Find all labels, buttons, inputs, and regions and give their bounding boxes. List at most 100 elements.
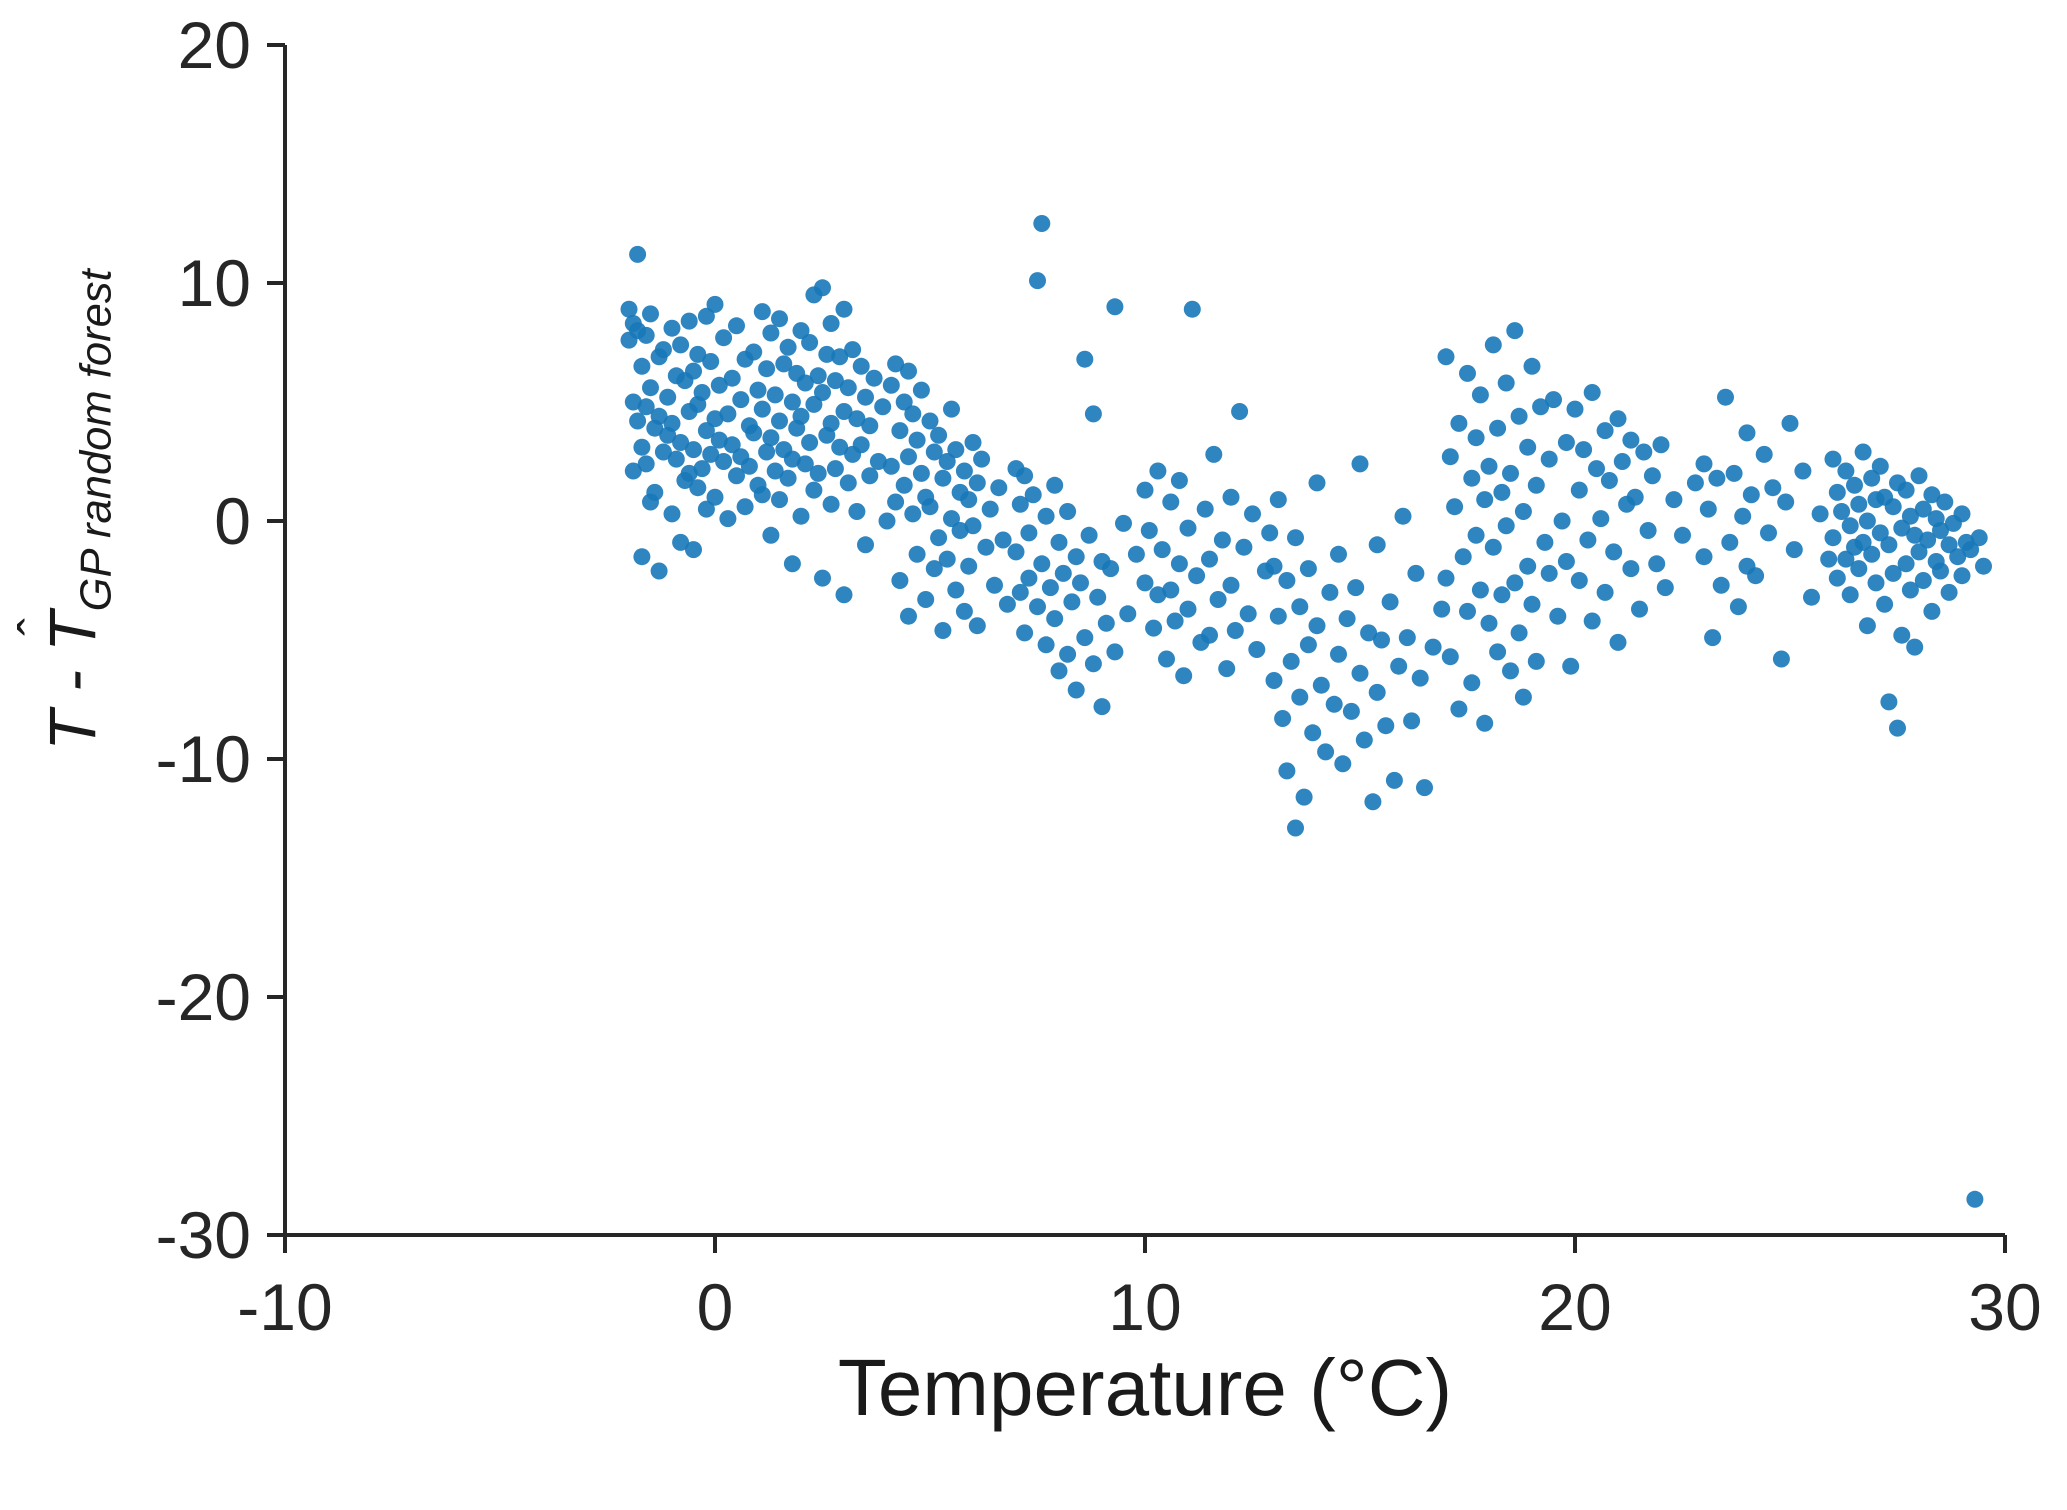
data-point xyxy=(706,488,724,506)
data-point xyxy=(964,517,982,535)
data-point xyxy=(934,622,952,639)
data-point xyxy=(1953,505,1971,523)
data-point xyxy=(1506,322,1524,340)
data-point xyxy=(680,312,698,330)
data-point xyxy=(685,541,702,559)
data-point xyxy=(1510,624,1528,642)
data-point xyxy=(646,483,664,501)
data-point xyxy=(1390,657,1408,675)
data-point xyxy=(1291,688,1309,706)
data-point xyxy=(637,326,655,344)
data-point xyxy=(1940,583,1958,601)
data-point xyxy=(1596,583,1614,601)
data-point xyxy=(663,505,681,523)
data-point xyxy=(1029,272,1046,290)
data-point xyxy=(1463,674,1481,692)
data-point xyxy=(796,455,814,473)
data-point xyxy=(1502,464,1519,482)
data-point xyxy=(1596,422,1614,440)
data-point xyxy=(693,460,711,478)
data-point xyxy=(887,493,905,511)
data-point xyxy=(1824,529,1842,547)
data-point xyxy=(1067,548,1085,566)
axes xyxy=(283,45,2005,1237)
data-point xyxy=(1721,533,1739,551)
data-point xyxy=(1437,348,1455,366)
data-point xyxy=(848,410,866,428)
data-point xyxy=(1459,364,1476,382)
data-point xyxy=(839,474,857,492)
data-point xyxy=(1162,493,1180,511)
data-point xyxy=(1519,438,1537,456)
data-point xyxy=(783,450,801,468)
data-point xyxy=(706,295,724,313)
data-point xyxy=(1527,652,1545,670)
data-point xyxy=(938,550,956,568)
data-point xyxy=(814,569,831,587)
data-point xyxy=(1480,614,1498,632)
data-point xyxy=(1527,476,1545,494)
data-point xyxy=(1312,676,1330,694)
data-point xyxy=(831,348,849,366)
data-point xyxy=(1291,598,1309,616)
data-point xyxy=(1639,522,1657,539)
data-point xyxy=(1949,548,1967,566)
data-point xyxy=(1648,555,1666,573)
data-point xyxy=(1084,655,1102,673)
data-point xyxy=(1510,407,1528,425)
data-point xyxy=(822,315,840,332)
data-point xyxy=(650,407,668,425)
x-tick-label: 20 xyxy=(1538,1270,1611,1344)
data-point xyxy=(1355,731,1373,749)
data-point xyxy=(891,422,909,440)
data-point xyxy=(1803,588,1820,606)
data-point xyxy=(1837,550,1855,568)
data-point xyxy=(1871,457,1889,475)
data-point xyxy=(1235,538,1253,556)
data-point xyxy=(1226,622,1244,639)
data-point xyxy=(1708,469,1726,487)
data-point xyxy=(1884,498,1902,516)
data-point xyxy=(1205,445,1223,463)
data-point xyxy=(908,431,926,449)
data-point xyxy=(685,441,702,459)
data-point xyxy=(1747,567,1765,585)
data-point xyxy=(1841,586,1859,604)
data-point xyxy=(710,376,728,394)
data-point xyxy=(831,438,849,456)
data-point xyxy=(1880,693,1898,711)
data-point xyxy=(1106,298,1124,316)
data-point xyxy=(1149,586,1167,604)
data-point xyxy=(1351,455,1369,473)
data-point xyxy=(1351,664,1369,682)
data-point xyxy=(1897,481,1915,499)
data-point xyxy=(753,400,771,418)
data-point xyxy=(839,379,857,397)
data-point xyxy=(1170,555,1188,573)
data-point xyxy=(1970,529,1988,547)
data-point xyxy=(900,607,917,625)
data-point xyxy=(874,398,892,416)
y-tick-label: 10 xyxy=(178,246,251,320)
data-point xyxy=(994,531,1012,549)
data-point xyxy=(1514,688,1532,706)
data-point xyxy=(1330,645,1347,663)
data-point xyxy=(908,545,926,563)
data-point xyxy=(1785,541,1803,559)
x-axis-label: Temperature (°C) xyxy=(837,1343,1453,1432)
data-point xyxy=(1011,583,1029,601)
data-point xyxy=(1588,460,1605,478)
data-point xyxy=(805,481,823,499)
data-point xyxy=(1566,400,1584,418)
data-point xyxy=(822,414,840,432)
data-point xyxy=(1149,462,1167,480)
data-point xyxy=(1278,762,1296,780)
data-point xyxy=(672,336,690,354)
data-point xyxy=(792,507,810,525)
data-point xyxy=(1622,560,1640,578)
data-point xyxy=(955,462,973,480)
data-point xyxy=(719,405,737,423)
y-tick-label: -10 xyxy=(156,722,251,796)
